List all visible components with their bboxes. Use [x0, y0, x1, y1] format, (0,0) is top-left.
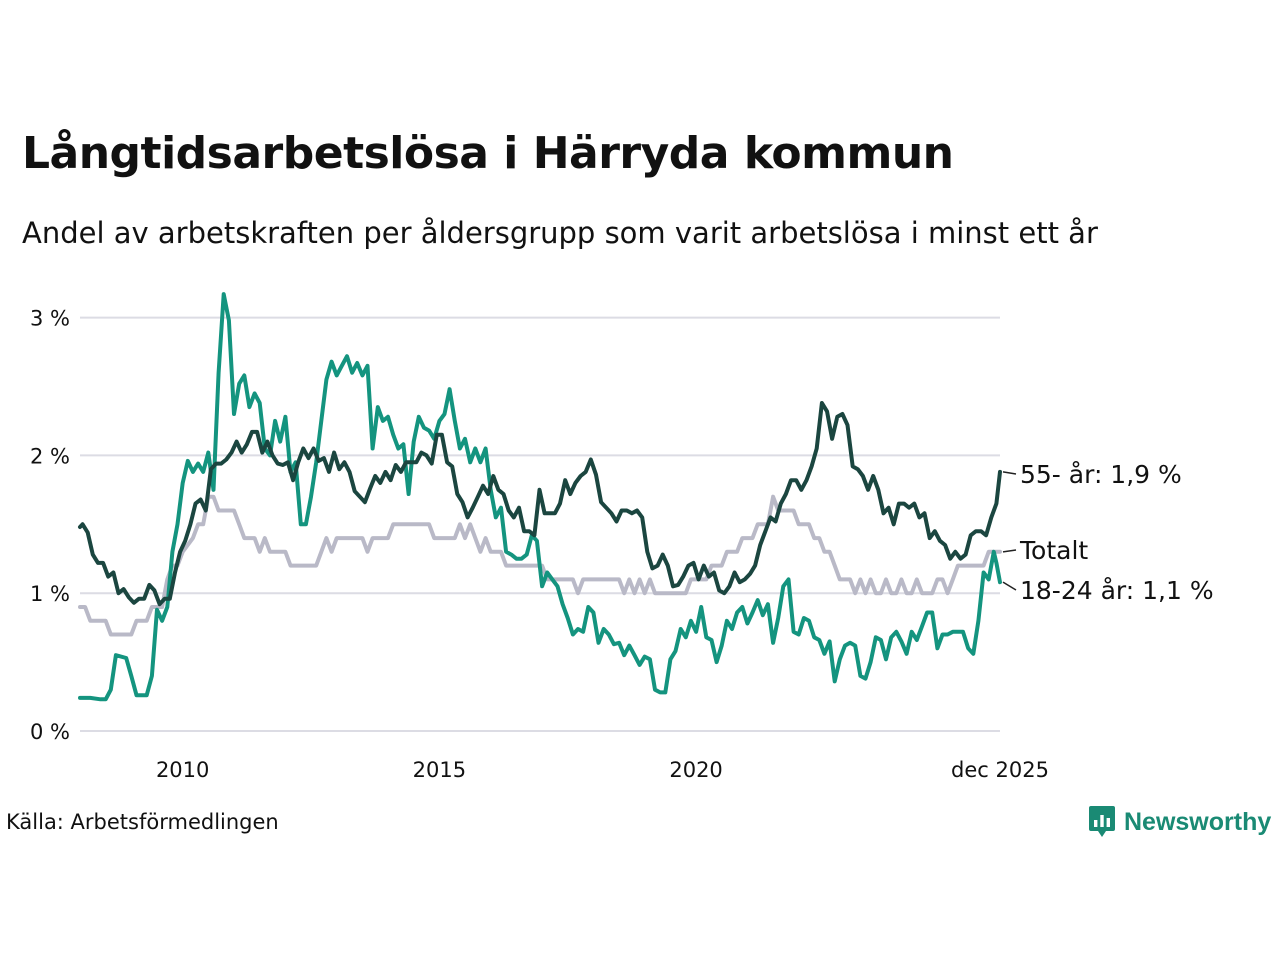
series-line-senior [78, 401, 1002, 607]
x-tick-label: 2020 [669, 758, 722, 782]
series-line-total [78, 494, 1002, 637]
gridlines [80, 316, 1000, 732]
x-tick-label: 2010 [156, 758, 209, 782]
end-labels: Totalt 18-24 år: 1,1 % 55- år: 1,9 % [1002, 460, 1214, 605]
end-label-youth: 18-24 år: 1,1 % [1020, 576, 1214, 605]
series-line-youth [78, 292, 1002, 702]
leader-line [1002, 549, 1017, 553]
newsworthy-logo-icon [1089, 806, 1115, 837]
leader-line [1002, 581, 1017, 591]
y-tick-label: 2 % [30, 444, 70, 468]
chart-subtitle: Andel av arbetskraften per åldersgrupp s… [22, 216, 1098, 250]
y-axis: 0 % 1 % 2 % 3 % [30, 307, 70, 744]
brand-logo: Newsworthy [1088, 804, 1271, 840]
chart-title: Långtidsarbetslösa i Härryda kommun [22, 128, 954, 179]
end-label-senior: 55- år: 1,9 % [1020, 460, 1182, 489]
leader-line [1002, 471, 1017, 475]
brand-name: Newsworthy [1124, 807, 1272, 836]
x-tick-label: 2015 [413, 758, 466, 782]
y-tick-label: 1 % [30, 582, 70, 606]
series-lines [78, 292, 1002, 702]
end-label-total: Totalt [1019, 536, 1088, 565]
y-tick-label: 3 % [30, 307, 70, 331]
x-tick-label: dec 2025 [951, 758, 1049, 782]
source-note: Källa: Arbetsförmedlingen [6, 810, 279, 834]
x-axis: 2010 2015 2020 dec 2025 [156, 758, 1049, 782]
y-tick-label: 0 % [30, 720, 70, 744]
